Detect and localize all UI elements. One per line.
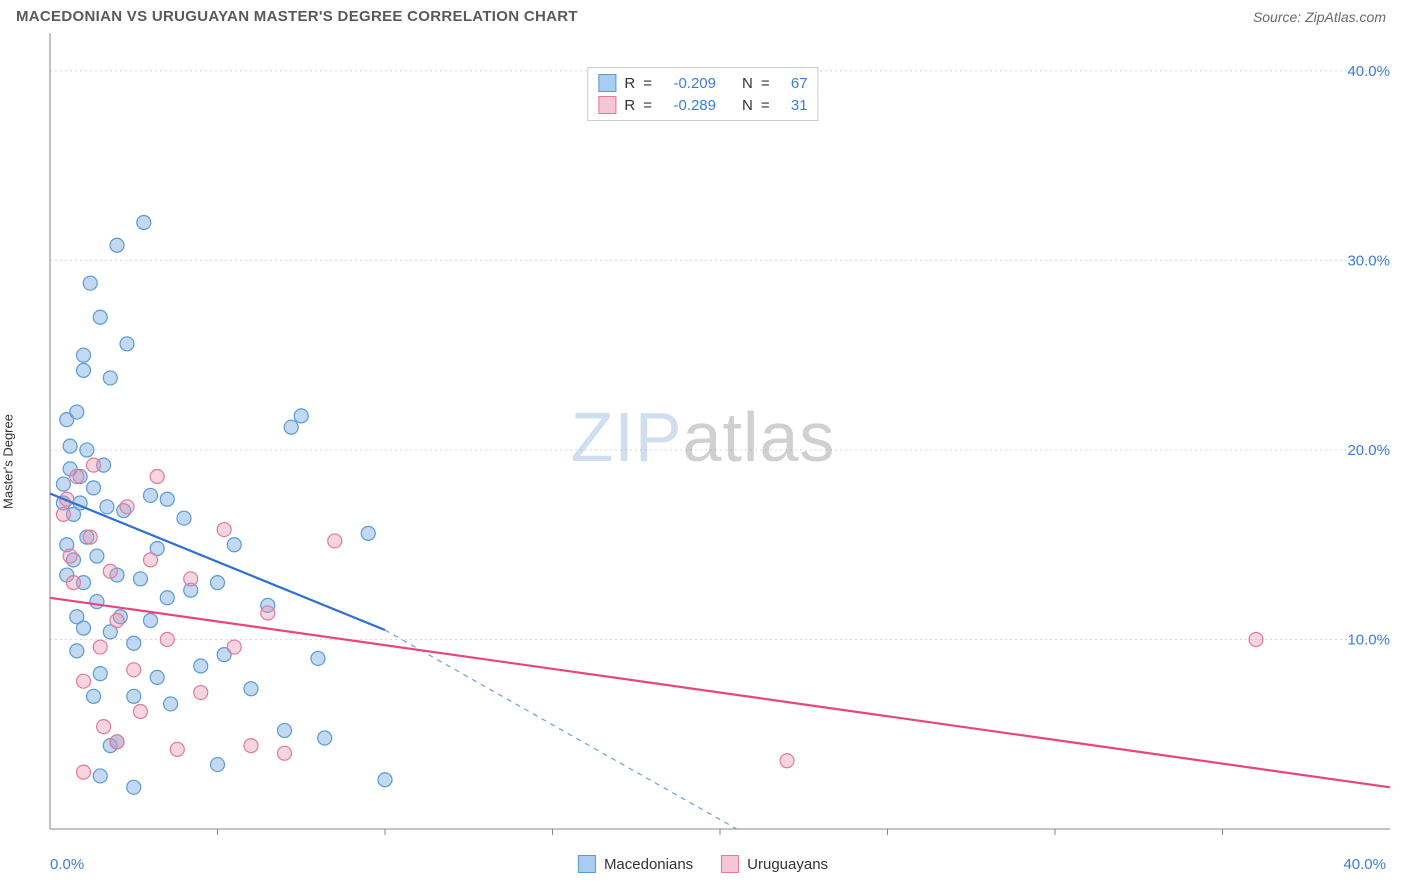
legend-r-value: -0.209 [660,75,716,92]
legend-n-value: 31 [778,97,808,114]
legend-swatch [598,74,616,92]
chart-header: MACEDONIAN VS URUGUAYAN MASTER'S DEGREE … [0,0,1406,29]
scatter-plot-svg: 10.0% 20.0% 30.0% 40.0% [0,29,1406,849]
series-name: Uruguayans [747,856,828,873]
chart-area: Master's Degree 10.0%20.0%30.0%40.0% ZIP… [0,29,1406,879]
series-name: Macedonians [604,856,693,873]
legend-n-value: 67 [778,75,808,92]
chart-source: Source: ZipAtlas.com [1253,9,1386,25]
series-legend: Macedonians Uruguayans [578,855,828,873]
chart-title: MACEDONIAN VS URUGUAYAN MASTER'S DEGREE … [16,8,578,25]
legend-swatch [598,96,616,114]
series-legend-item: Uruguayans [721,855,828,873]
legend-swatch [721,855,739,873]
correlation-legend-row: R=-0.289N=31 [598,94,807,116]
svg-text:10.0%: 10.0% [1347,631,1390,648]
svg-text:20.0%: 20.0% [1347,442,1390,459]
legend-r-label: R [624,97,635,114]
x-axis-max-label: 40.0% [1343,856,1386,873]
legend-swatch [578,855,596,873]
legend-r-label: R [624,75,635,92]
legend-n-label: N [742,75,753,92]
svg-text:30.0%: 30.0% [1347,252,1390,269]
correlation-legend-row: R=-0.209N=67 [598,72,807,94]
svg-text:40.0%: 40.0% [1347,63,1390,80]
y-axis-label: Master's Degree [1,414,16,509]
legend-n-label: N [742,97,753,114]
correlation-legend: R=-0.209N=67R=-0.289N=31 [587,67,818,121]
series-legend-item: Macedonians [578,855,693,873]
x-axis-min-label: 0.0% [50,856,84,873]
legend-r-value: -0.289 [660,97,716,114]
